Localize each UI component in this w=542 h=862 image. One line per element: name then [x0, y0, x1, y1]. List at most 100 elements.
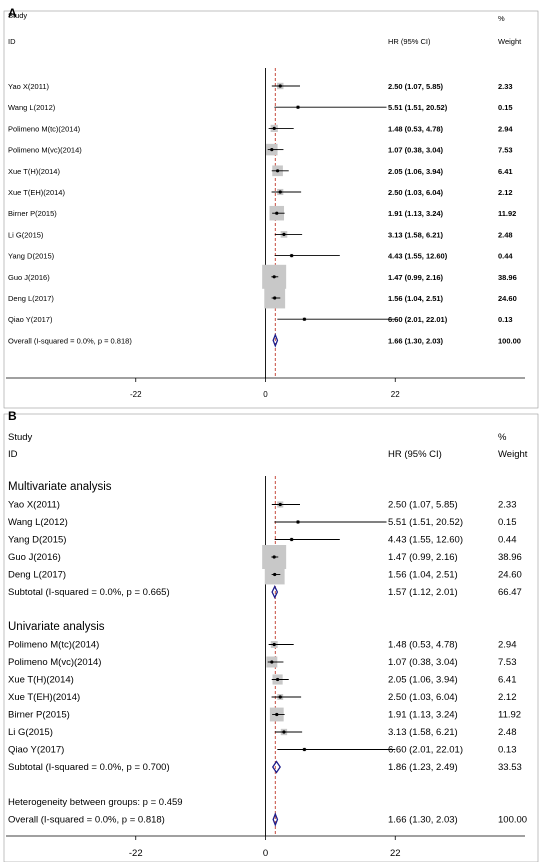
ci-text: 2.50 (1.03, 6.04)	[388, 692, 458, 703]
study-point	[302, 747, 307, 752]
study-label: Yao X(2011)	[8, 500, 60, 511]
ci-text: 1.07 (0.38, 3.04)	[388, 146, 444, 155]
study-point	[270, 148, 274, 152]
weight-text: 0.15	[498, 517, 517, 528]
ci-text: 1.86 (1.23, 2.49)	[388, 762, 458, 773]
study-point	[275, 211, 279, 215]
study-label: Deng L(2017)	[8, 294, 54, 303]
panel-letter: A	[8, 6, 17, 20]
study-label: Guo J(2016)	[8, 552, 61, 563]
study-point	[272, 275, 276, 279]
ci-text: 2.05 (1.06, 3.94)	[388, 675, 458, 686]
header-effect: HR (95% CI)	[388, 37, 431, 46]
study-label: Birner P(2015)	[8, 710, 70, 721]
study-point	[296, 520, 300, 524]
header-percent: %	[498, 432, 507, 443]
weight-text: 38.96	[498, 552, 522, 563]
subtotal-label: Subtotal (I-squared = 0.0%, p = 0.700)	[8, 762, 170, 773]
overall-label: Overall (I-squared = 0.0%, p = 0.818)	[8, 336, 132, 345]
study-label: Qiao Y(2017)	[8, 745, 64, 756]
study-point	[302, 317, 307, 321]
ci-text: 6.60 (2.01, 22.01)	[388, 745, 463, 756]
header-percent: %	[498, 14, 505, 23]
ci-text: 5.51 (1.51, 20.52)	[388, 103, 448, 112]
weight-text: 0.13	[498, 745, 517, 756]
group-label: Multivariate analysis	[8, 481, 112, 493]
weight-text: 66.47	[498, 587, 522, 598]
panel-frame	[3, 413, 539, 862]
ci-text: 6.60 (2.01, 22.01)	[388, 315, 448, 324]
weight-text: 6.41	[498, 675, 517, 686]
weight-text: 0.44	[498, 252, 513, 261]
study-point	[273, 572, 277, 577]
panel-frame	[3, 10, 539, 409]
study-point	[272, 126, 276, 130]
weight-text: 2.33	[498, 82, 513, 91]
ci-text: 1.56 (1.04, 2.51)	[388, 294, 444, 303]
ci-text: 1.47 (0.99, 2.16)	[388, 552, 458, 563]
panel-letter: B	[8, 409, 17, 423]
study-label: Yang D(2015)	[8, 535, 66, 546]
x-tick-label: 0	[263, 390, 268, 399]
ci-text: 1.48 (0.53, 4.78)	[388, 640, 458, 651]
weight-text: 33.53	[498, 762, 522, 773]
x-tick-label: -22	[129, 848, 143, 859]
study-label: Yao X(2011)	[8, 82, 49, 91]
weight-text: 2.94	[498, 640, 517, 651]
ci-text: 1.66 (1.30, 2.03)	[388, 336, 444, 345]
subtotal-diamond	[271, 584, 279, 600]
ci-text: 5.51 (1.51, 20.52)	[388, 517, 463, 528]
subtotal-label: Subtotal (I-squared = 0.0%, p = 0.665)	[8, 587, 170, 598]
overall-label: Overall (I-squared = 0.0%, p = 0.818)	[8, 815, 165, 826]
header-weight: Weight	[498, 37, 522, 46]
study-point	[278, 502, 282, 507]
ci-text: 1.48 (0.53, 4.78)	[388, 124, 444, 133]
weight-text: 7.53	[498, 657, 517, 668]
weight-text: 2.12	[498, 188, 513, 197]
ci-text: 1.57 (1.12, 2.01)	[388, 587, 458, 598]
study-label: Deng L(2017)	[8, 570, 66, 581]
weight-text: 2.48	[498, 727, 517, 738]
study-point	[296, 105, 300, 109]
ci-text: 3.13 (1.58, 6.21)	[388, 727, 458, 738]
study-label: Polimeno M(tc)(2014)	[8, 124, 81, 133]
study-label: Wang L(2012)	[8, 517, 68, 528]
study-point	[282, 730, 286, 734]
study-label: Xue T(EH)(2014)	[8, 692, 80, 703]
header-effect: HR (95% CI)	[388, 449, 442, 460]
study-point	[290, 254, 294, 258]
study-label: Li G(2015)	[8, 727, 53, 738]
ci-text: 2.50 (1.03, 6.04)	[388, 188, 444, 197]
group-label: Univariate analysis	[8, 621, 105, 633]
overall-diamond	[272, 812, 279, 827]
ci-text: 1.56 (1.04, 2.51)	[388, 570, 458, 581]
x-tick-label: 22	[390, 848, 401, 859]
weight-text: 0.13	[498, 315, 513, 324]
study-point	[275, 712, 279, 717]
ci-text: 1.91 (1.13, 3.24)	[388, 209, 444, 218]
study-point	[278, 190, 282, 194]
study-label: Yang D(2015)	[8, 252, 55, 261]
header-study: Study	[8, 432, 33, 443]
study-point	[278, 84, 282, 88]
study-label: Qiao Y(2017)	[8, 315, 53, 324]
weight-text: 100.00	[498, 815, 527, 826]
study-label: Guo J(2016)	[8, 273, 50, 282]
study-point	[270, 660, 274, 664]
study-label: Wang L(2012)	[8, 103, 56, 112]
ci-text: 1.47 (0.99, 2.16)	[388, 273, 444, 282]
ci-text: 2.50 (1.07, 5.85)	[388, 500, 458, 511]
header-study: Study	[8, 11, 27, 20]
weight-text: 7.53	[498, 146, 513, 155]
study-point	[278, 695, 282, 699]
x-tick-label: 22	[391, 390, 400, 399]
ci-text: 4.43 (1.55, 12.60)	[388, 252, 448, 261]
study-point	[273, 296, 277, 300]
study-point	[275, 677, 280, 682]
weight-text: 6.41	[498, 167, 513, 176]
header-id: ID	[8, 37, 16, 46]
weight-text: 100.00	[498, 336, 521, 345]
weight-text: 0.44	[498, 535, 517, 546]
header-id: ID	[8, 449, 18, 460]
